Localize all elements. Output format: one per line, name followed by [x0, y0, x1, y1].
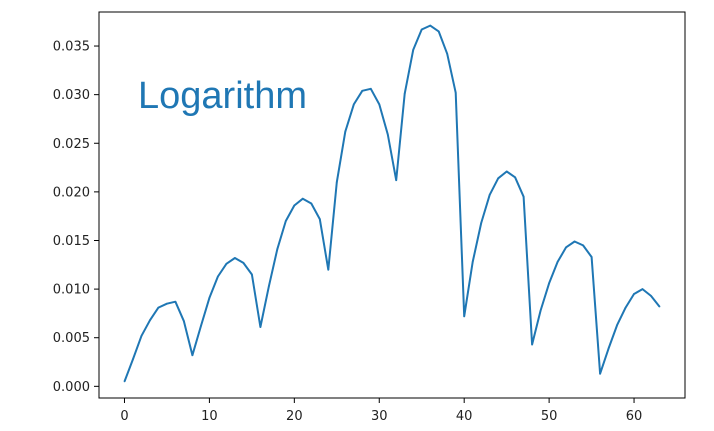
x-tick-label: 50	[541, 409, 558, 424]
data-point	[234, 257, 236, 259]
data-point	[242, 262, 245, 264]
data-point	[276, 248, 279, 251]
data-point	[310, 202, 313, 205]
data-point	[225, 263, 228, 265]
data-point	[132, 358, 134, 360]
data-point	[335, 181, 338, 183]
y-tick-label: 0.010	[53, 283, 90, 298]
data-point	[293, 204, 296, 207]
data-point	[183, 320, 185, 322]
data-point	[420, 28, 423, 31]
data-point	[251, 273, 253, 276]
data-point	[344, 130, 347, 133]
data-point	[386, 133, 389, 136]
data-point	[200, 325, 202, 327]
y-tick-label: 0.035	[53, 40, 90, 55]
data-point	[157, 306, 160, 309]
data-point	[641, 288, 644, 290]
data-point	[565, 246, 567, 249]
y-tick-label: 0.000	[53, 380, 90, 395]
data-point	[497, 177, 499, 180]
data-point	[658, 305, 661, 308]
x-tick-label: 30	[371, 409, 388, 424]
x-tick-label: 20	[286, 409, 303, 424]
data-point	[437, 30, 440, 33]
data-point	[123, 380, 126, 383]
data-point	[327, 268, 330, 271]
data-point	[140, 334, 143, 337]
y-axis-ticks: 0.000 0.005 0.010 0.015 0.020 0.025 0.030 0.035	[53, 40, 99, 395]
data-point	[378, 103, 381, 106]
series-layer	[123, 24, 661, 383]
data-point	[590, 256, 593, 258]
plot-frame	[98, 11, 686, 399]
y-tick-label: 0.025	[53, 137, 90, 152]
data-point	[573, 240, 576, 243]
data-point	[616, 324, 618, 326]
data-point	[548, 282, 550, 285]
y-tick-label: 0.005	[53, 331, 90, 346]
data-point	[463, 315, 465, 318]
data-point	[599, 372, 601, 375]
x-axis-ticks: 0 10 20 30 40 50 60	[120, 398, 642, 424]
x-tick-label: 0	[120, 409, 128, 424]
data-point	[174, 300, 177, 303]
data-point	[149, 319, 151, 322]
data-point	[208, 297, 211, 299]
data-point	[302, 197, 304, 200]
series-line	[123, 24, 661, 382]
data-point	[531, 343, 533, 346]
data-point	[369, 88, 372, 90]
data-point	[539, 309, 542, 312]
data-point	[446, 53, 449, 55]
data-point	[633, 293, 635, 295]
data-point	[268, 285, 270, 287]
y-tick-label: 0.020	[53, 185, 90, 200]
data-point	[607, 347, 610, 350]
y-tick-label: 0.015	[53, 234, 90, 249]
data-point	[412, 49, 415, 51]
data-point	[480, 222, 482, 224]
data-point	[403, 92, 406, 95]
data-point	[319, 218, 321, 220]
data-point	[514, 176, 516, 179]
data-point	[191, 354, 194, 357]
data-point	[429, 24, 432, 27]
x-tick-label: 10	[201, 409, 218, 424]
x-tick-label: 60	[626, 409, 643, 424]
data-point	[471, 261, 474, 263]
data-point	[650, 295, 652, 297]
data-point	[505, 170, 508, 173]
data-point	[488, 193, 491, 196]
data-point	[582, 244, 584, 247]
data-point	[285, 220, 287, 222]
data-point	[395, 179, 398, 182]
data-point	[361, 89, 364, 92]
data-point	[259, 326, 262, 328]
data-point	[624, 306, 627, 309]
data-point	[217, 275, 219, 278]
data-point	[522, 195, 525, 198]
x-tick-label: 40	[456, 409, 473, 424]
y-tick-label: 0.030	[53, 88, 90, 103]
data-point	[556, 261, 559, 263]
data-point	[352, 103, 355, 106]
chart-annotation: Logarithm	[138, 75, 307, 117]
data-point	[166, 302, 168, 305]
data-point	[454, 91, 457, 94]
